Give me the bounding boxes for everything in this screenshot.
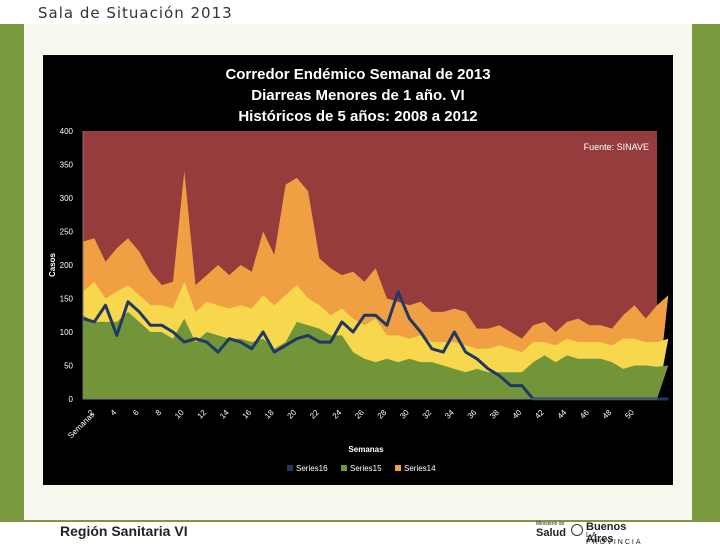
y-tick-label: 100 <box>60 328 74 337</box>
y-tick-label: 50 <box>64 362 73 371</box>
x-tick-label: 6 <box>131 408 141 418</box>
y-tick-label: 300 <box>60 194 74 203</box>
header-bar <box>0 0 720 24</box>
province-seal-icon <box>571 524 583 536</box>
logo-ministerio-text: Ministerio de <box>536 521 565 527</box>
y-tick-label: 200 <box>60 261 74 270</box>
legend-label: Series16 <box>296 464 328 473</box>
chart-title-line: Diarreas Menores de 1 año. VI <box>251 87 464 104</box>
y-tick-label: 400 <box>60 127 74 136</box>
x-tick-label: 2 <box>86 408 96 418</box>
y-tick-label: 250 <box>60 228 74 237</box>
footer-bar <box>0 520 720 540</box>
left-green-band <box>0 0 24 520</box>
ministry-logo: Ministerio de Salud Buenos Aires LA PROV… <box>536 521 656 546</box>
y-tick-label: 150 <box>60 295 74 304</box>
region-label: Región Sanitaria VI <box>60 523 188 539</box>
logo-salud-text: Salud <box>536 527 566 539</box>
corridor-chart: Corredor Endémico Semanal de 2013 Diarrea… <box>43 55 673 485</box>
x-tick-label: 8 <box>154 408 164 418</box>
y-tick-label: 350 <box>60 161 74 170</box>
legend-swatch <box>287 465 293 471</box>
area-series16 <box>83 311 669 399</box>
x-axis-label: Semanas <box>348 445 384 454</box>
chart-title-line: Históricos de 5 años: 2008 a 2012 <box>238 108 477 125</box>
legend-label: Series15 <box>350 464 382 473</box>
y-axis-label: Casos <box>48 252 57 277</box>
source-note: Fuente: SINAVE <box>584 142 649 152</box>
legend-label: Series14 <box>404 464 436 473</box>
page-title: Sala de Situación 2013 <box>38 4 233 22</box>
y-tick-label: 0 <box>69 395 74 404</box>
right-green-band <box>692 0 720 520</box>
chart-title-line: Corredor Endémico Semanal de 2013 <box>225 66 490 83</box>
x-tick-label: 4 <box>109 408 119 418</box>
legend-swatch <box>395 465 401 471</box>
logo-la-provincia-text: LA PROVINCIA <box>586 532 643 546</box>
legend-swatch <box>341 465 347 471</box>
